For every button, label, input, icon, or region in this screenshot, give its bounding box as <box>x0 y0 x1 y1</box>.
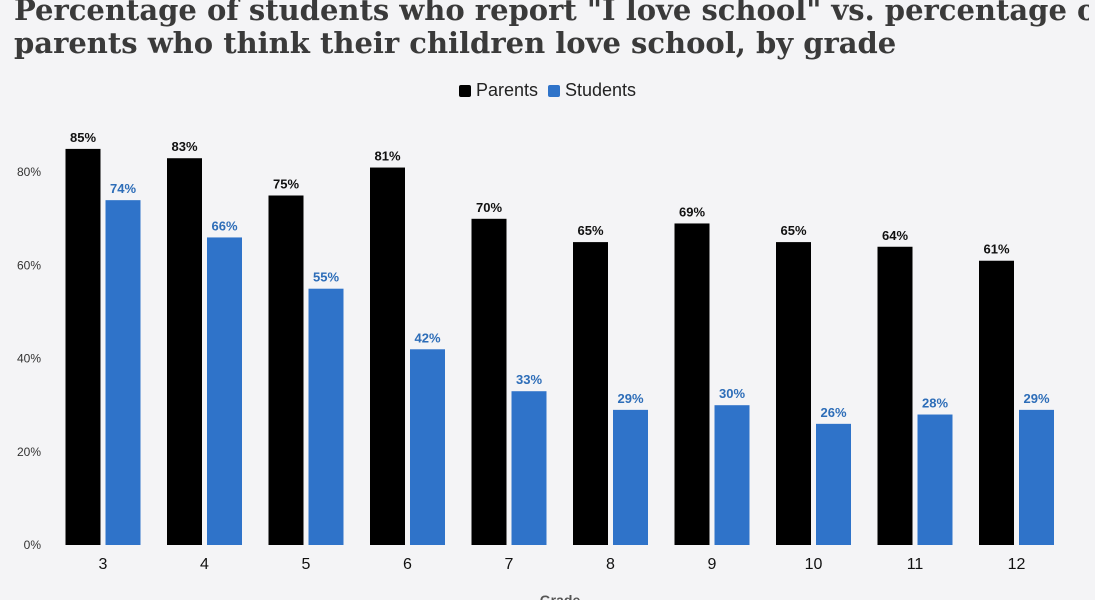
bar-parents-grade-4[interactable] <box>167 158 202 545</box>
bar-parents-grade-10[interactable] <box>776 242 811 545</box>
x-tick-label: 7 <box>505 556 514 573</box>
x-tick-label: 8 <box>606 556 615 573</box>
y-tick-label: 0% <box>24 538 42 552</box>
bar-students-grade-6[interactable] <box>410 349 445 545</box>
bar-students-grade-8[interactable] <box>613 409 648 545</box>
bar-parents-grade-5[interactable] <box>268 195 304 546</box>
legend-label-students: Students <box>564 80 637 100</box>
bar-students-grade-4[interactable] <box>207 237 242 545</box>
bar-parents-grade-9[interactable] <box>674 223 710 545</box>
x-axis-title: Grade <box>540 592 581 600</box>
bar-parents-grade-6[interactable] <box>370 167 405 546</box>
data-label-parents-grade-11: 64% <box>882 228 908 243</box>
data-label-parents-grade-6: 81% <box>374 149 400 164</box>
data-label-students-grade-5: 55% <box>313 270 339 285</box>
y-tick-label: 20% <box>17 445 41 459</box>
data-label-students-grade-9: 30% <box>719 386 745 401</box>
chart-title: Percentage of students who report "I lov… <box>14 0 1089 60</box>
bar-students-grade-12[interactable] <box>1019 409 1054 545</box>
x-tick-label: 3 <box>99 556 108 573</box>
data-label-parents-grade-5: 75% <box>273 177 299 192</box>
data-label-students-grade-10: 26% <box>820 405 846 420</box>
bar-parents-grade-7[interactable] <box>471 218 507 546</box>
legend-item-parents[interactable]: Parents <box>458 80 538 101</box>
data-label-students-grade-12: 29% <box>1023 391 1049 406</box>
y-tick-label: 40% <box>17 352 41 366</box>
bar-students-grade-5[interactable] <box>308 288 344 545</box>
data-label-parents-grade-8: 65% <box>577 223 603 238</box>
bar-students-grade-3[interactable] <box>105 200 141 545</box>
data-label-students-grade-6: 42% <box>414 330 440 345</box>
data-label-parents-grade-10: 65% <box>780 223 806 238</box>
bar-parents-grade-12[interactable] <box>979 260 1014 545</box>
bar-students-grade-7[interactable] <box>511 391 547 545</box>
x-tick-label: 6 <box>403 556 412 573</box>
x-tick-label: 4 <box>200 556 209 573</box>
bar-parents-grade-8[interactable] <box>573 242 608 545</box>
y-tick-label: 60% <box>17 258 41 272</box>
legend-label-parents: Parents <box>475 80 538 100</box>
data-label-parents-grade-4: 83% <box>171 139 197 154</box>
data-label-parents-grade-7: 70% <box>476 200 502 215</box>
chart-title-line-1: Percentage of students who report "I lov… <box>14 0 1089 27</box>
legend-swatch-students <box>547 84 560 97</box>
y-tick-label: 80% <box>17 165 41 179</box>
bar-students-grade-10[interactable] <box>816 423 851 545</box>
chart-title-line-2: parents who think their children love sc… <box>14 26 897 60</box>
data-label-parents-grade-3: 85% <box>70 130 96 145</box>
x-tick-label: 9 <box>708 556 717 573</box>
x-tick-label: 12 <box>1008 556 1026 573</box>
data-label-students-grade-8: 29% <box>617 391 643 406</box>
x-tick-label: 10 <box>805 556 823 573</box>
data-label-parents-grade-12: 61% <box>983 242 1009 257</box>
data-label-students-grade-7: 33% <box>516 372 542 387</box>
chart-legend: Parents Students <box>0 80 1095 101</box>
bar-students-grade-9[interactable] <box>714 405 750 545</box>
bar-students-grade-11[interactable] <box>917 414 953 545</box>
x-tick-label: 11 <box>907 556 924 573</box>
data-label-parents-grade-9: 69% <box>679 204 705 219</box>
x-tick-label: 5 <box>302 556 311 573</box>
data-label-students-grade-11: 28% <box>922 396 948 411</box>
legend-swatch-parents <box>458 84 471 97</box>
legend-item-students[interactable]: Students <box>547 80 637 101</box>
bar-parents-grade-3[interactable] <box>65 148 101 545</box>
bar-parents-grade-11[interactable] <box>877 246 913 545</box>
data-label-students-grade-3: 74% <box>110 181 136 196</box>
data-label-students-grade-4: 66% <box>211 218 237 233</box>
